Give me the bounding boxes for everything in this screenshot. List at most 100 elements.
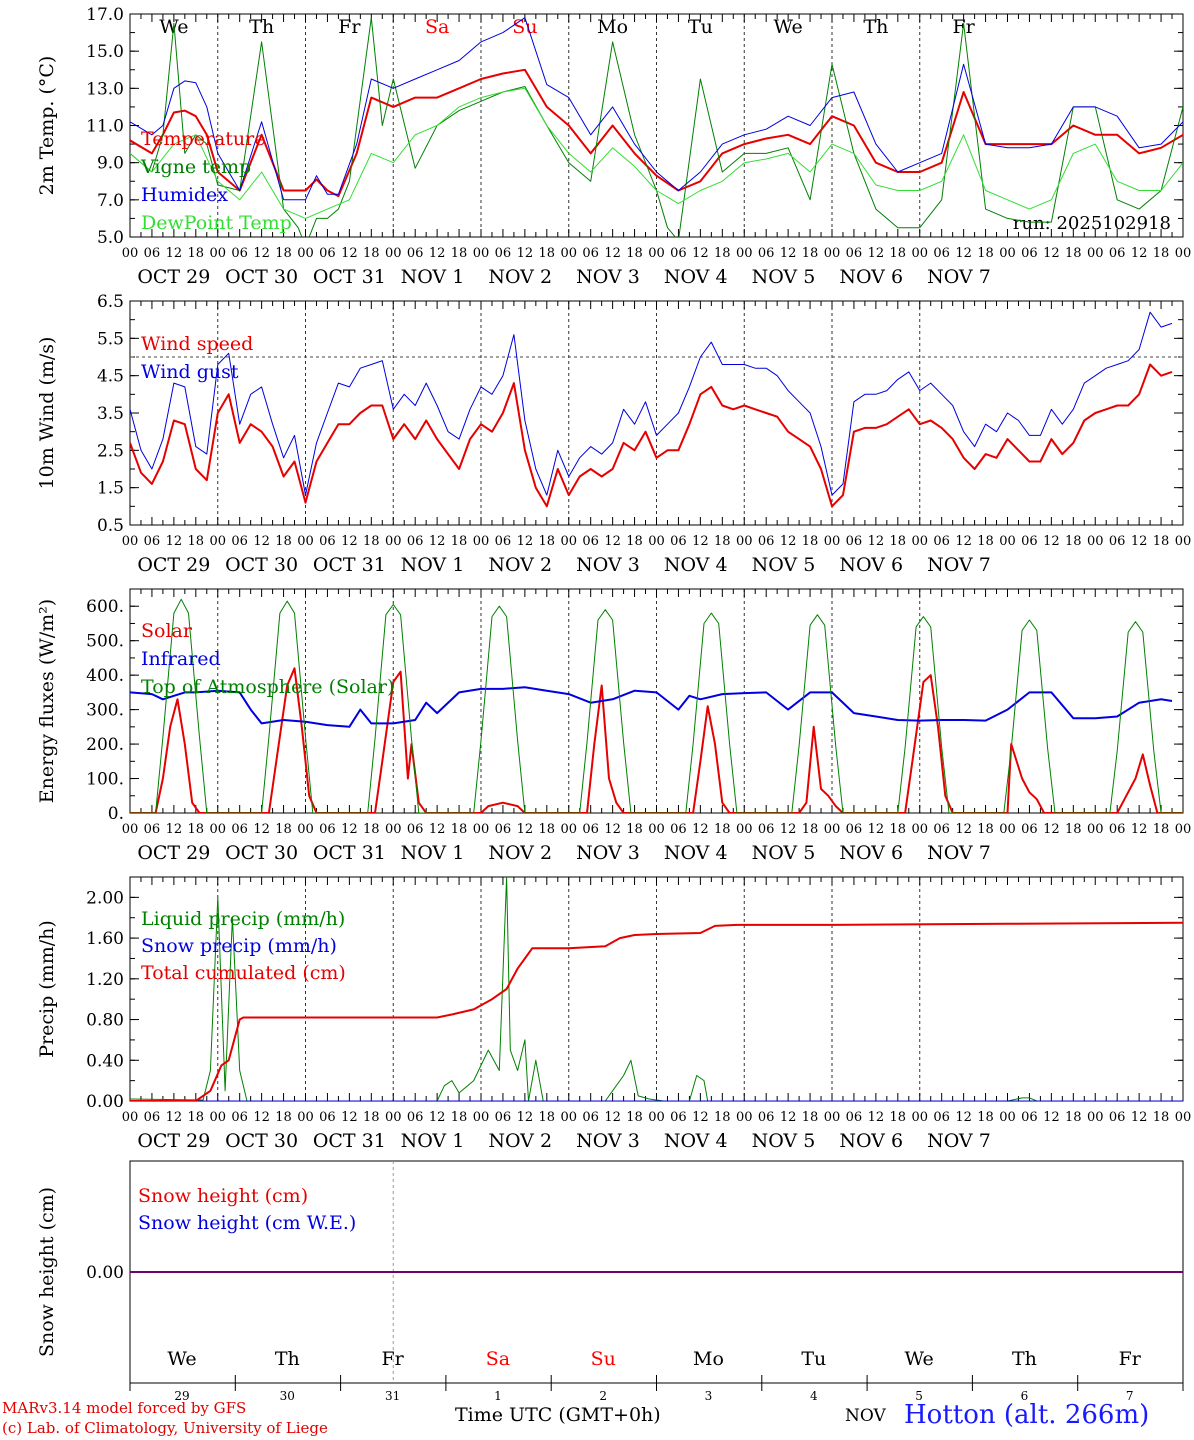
hour-tick-label: 18 (626, 1110, 643, 1125)
legend-entry: Snow precip (mm/h) (141, 935, 337, 957)
hour-tick-label: 12 (517, 246, 534, 261)
hour-tick-label: 00 (648, 822, 665, 837)
y-tick-label: 11.0 (86, 117, 124, 137)
hour-tick-label: 18 (977, 534, 994, 549)
date-label: NOV 2 (488, 842, 552, 864)
hour-tick-label: 18 (451, 822, 468, 837)
hour-tick-label: 18 (275, 1110, 292, 1125)
hour-tick-label: 00 (385, 246, 402, 261)
hour-tick-label: 18 (714, 534, 731, 549)
series-line-3 (130, 87, 1183, 219)
hour-tick-label: 12 (341, 822, 358, 837)
y-tick-label: 0.40 (86, 1051, 124, 1071)
hour-tick-label: 00 (385, 1110, 402, 1125)
day-name: Sa (486, 1348, 510, 1370)
day-name: We (774, 16, 803, 38)
hour-tick-label: 12 (429, 1110, 446, 1125)
date-label: NOV 7 (927, 554, 991, 576)
date-label: OCT 30 (225, 842, 298, 864)
hour-tick-label: 12 (253, 534, 270, 549)
series-line-1 (130, 311, 1173, 496)
y-axis-label: Precip (mm/h) (36, 920, 58, 1058)
hour-tick-label: 18 (977, 1110, 994, 1125)
hour-tick-label: 00 (736, 246, 753, 261)
y-tick-label: 5.0 (97, 228, 124, 248)
hour-tick-label: 00 (999, 822, 1016, 837)
hour-tick-label: 18 (714, 246, 731, 261)
day-name: Th (249, 16, 274, 38)
date-label: OCT 29 (137, 1130, 210, 1152)
y-tick-label: 4.5 (97, 367, 124, 387)
hour-tick-label: 06 (319, 1110, 336, 1125)
y-axis-label: 2m Temp. (°C) (36, 56, 58, 196)
date-label: NOV 5 (752, 1130, 816, 1152)
hour-tick-label: 12 (955, 534, 972, 549)
date-label: NOV 6 (839, 842, 903, 864)
hour-tick-label: 00 (1175, 246, 1192, 261)
credit-line-2: (c) Lab. of Climatology, University of L… (2, 1419, 328, 1437)
hour-tick-label: 12 (955, 1110, 972, 1125)
hour-tick-label: 06 (1021, 534, 1038, 549)
series-line-0 (130, 68, 1183, 198)
hour-tick-label: 00 (911, 534, 928, 549)
hour-tick-label: 18 (275, 534, 292, 549)
hour-tick-label: 06 (670, 246, 687, 261)
hour-tick-label: 18 (188, 534, 205, 549)
hour-tick-label: 18 (1153, 246, 1170, 261)
hour-tick-label: 12 (780, 534, 797, 549)
hour-tick-label: 18 (626, 534, 643, 549)
hour-tick-label: 06 (582, 822, 599, 837)
hour-tick-label: 18 (890, 246, 907, 261)
day-number: 7 (1126, 1389, 1134, 1403)
hour-tick-label: 12 (429, 246, 446, 261)
hour-tick-label: 00 (999, 1110, 1016, 1125)
date-label: NOV 1 (401, 1130, 465, 1152)
hour-tick-label: 18 (188, 822, 205, 837)
hour-tick-label: 06 (670, 822, 687, 837)
hour-tick-label: 00 (999, 246, 1016, 261)
y-tick-label: 400. (86, 666, 124, 686)
hour-tick-label: 06 (231, 246, 248, 261)
hour-tick-label: 00 (736, 534, 753, 549)
day-number: 4 (810, 1389, 818, 1403)
hour-tick-label: 12 (253, 1110, 270, 1125)
date-label: NOV 1 (401, 554, 465, 576)
hour-tick-label: 12 (604, 1110, 621, 1125)
hour-tick-label: 12 (341, 534, 358, 549)
date-label: NOV 4 (664, 842, 728, 864)
hour-tick-label: 06 (582, 1110, 599, 1125)
hour-tick-label: 12 (517, 534, 534, 549)
hour-tick-label: 00 (824, 246, 841, 261)
hour-tick-label: 00 (911, 822, 928, 837)
legend-entry: DewPoint Temp (141, 212, 292, 234)
hour-tick-label: 06 (319, 534, 336, 549)
day-number: 3 (705, 1389, 713, 1403)
y-axis-label: Snow height (cm) (36, 1187, 58, 1357)
legend-entry: Wind gust (141, 361, 239, 383)
plot-frame-1 (129, 300, 1184, 526)
date-label: NOV 4 (664, 554, 728, 576)
series-line-1 (130, 686, 1173, 728)
hour-tick-label: 12 (868, 822, 885, 837)
hour-tick-label: 00 (911, 1110, 928, 1125)
hour-tick-label: 12 (780, 1110, 797, 1125)
y-tick-label: 3.5 (97, 404, 124, 424)
hour-tick-label: 12 (1131, 534, 1148, 549)
hour-tick-label: 18 (275, 822, 292, 837)
y-tick-label: 6.5 (97, 292, 124, 312)
date-label: NOV 6 (839, 554, 903, 576)
day-number: 1 (494, 1389, 502, 1403)
hour-tick-label: 18 (977, 822, 994, 837)
hour-tick-label: 00 (1087, 246, 1104, 261)
hour-tick-label: 06 (758, 534, 775, 549)
hour-tick-label: 00 (824, 534, 841, 549)
hour-tick-label: 00 (648, 534, 665, 549)
hour-tick-label: 12 (341, 1110, 358, 1125)
date-label: NOV 3 (576, 266, 640, 288)
hour-tick-label: 06 (758, 822, 775, 837)
date-label: OCT 30 (225, 1130, 298, 1152)
day-name: Sa (425, 16, 449, 38)
hour-tick-label: 00 (999, 534, 1016, 549)
y-tick-label: 0.5 (97, 516, 124, 536)
